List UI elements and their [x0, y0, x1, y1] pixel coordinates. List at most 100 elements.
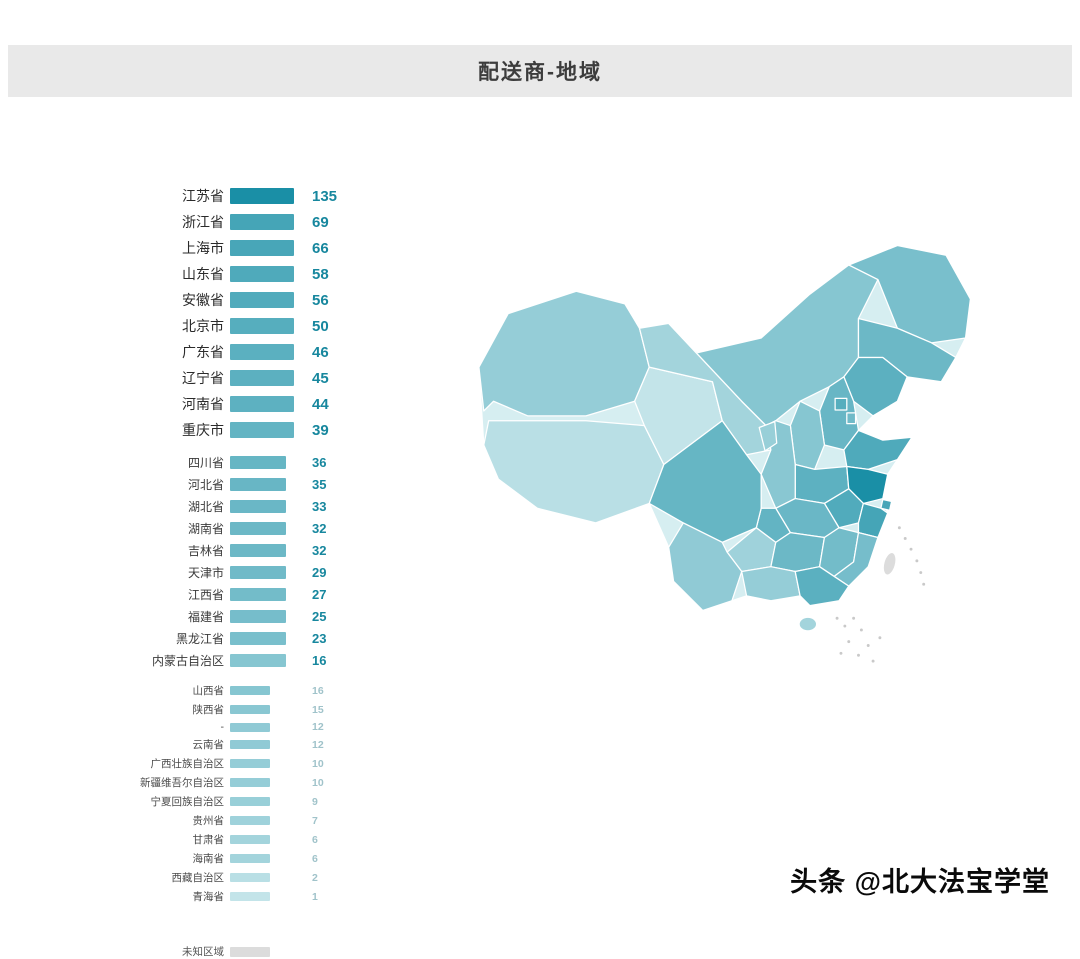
legend-swatch: [230, 318, 294, 334]
legend-swatch: [230, 632, 286, 645]
province-value: 10: [312, 776, 324, 789]
province-label: 天津市: [187, 566, 224, 580]
province-value: 16: [312, 653, 327, 668]
province-label: 上海市: [182, 240, 224, 256]
legend-row: 上海市 66: [124, 238, 454, 258]
province-value: 6: [312, 852, 318, 865]
legend-swatch: [230, 610, 286, 623]
map-region: [834, 397, 848, 411]
province-value: 25: [312, 609, 327, 624]
province-label: 广东省: [182, 344, 224, 360]
map-region: [846, 412, 857, 425]
province-value: 39: [312, 421, 329, 439]
legend-row: 西藏自治区 2: [124, 870, 454, 885]
legend-swatch: [230, 759, 270, 768]
legend-row: 新疆维吾尔自治区 10: [124, 775, 454, 790]
legend-swatch: [230, 292, 294, 308]
legend-row: 广东省 46: [124, 342, 454, 362]
province-label: 浙江省: [182, 214, 224, 230]
province-value: 56: [312, 291, 329, 309]
legend-swatch: [230, 854, 270, 863]
province-value: 66: [312, 239, 329, 257]
watermark: 头条 @北大法宝学堂: [790, 867, 1050, 897]
legend-swatch-unknown: [230, 946, 270, 957]
legend-row: 重庆市 39: [124, 420, 454, 440]
map-region: [758, 421, 778, 452]
legend-swatch: [230, 188, 294, 204]
province-label: 江西省: [187, 588, 224, 602]
province-value: 44: [312, 395, 329, 413]
province-value: 6: [312, 833, 318, 846]
map-region: [478, 290, 650, 417]
map-region: [648, 420, 762, 543]
legend-row: 湖北省 33: [124, 498, 454, 515]
province-label: 海南省: [192, 853, 225, 865]
province-label: 陕西省: [192, 704, 225, 716]
province-value: 2: [312, 871, 318, 884]
legend-row: 河北省 35: [124, 476, 454, 493]
map-region-taiwan: [882, 551, 897, 576]
map-region: [823, 488, 864, 529]
province-label: 宁夏回族自治区: [150, 796, 225, 808]
province-value: 12: [312, 738, 324, 751]
province-label: 河南省: [182, 396, 224, 412]
legend-group-bottom: 山西省 16 陕西省 15-12 云南省 12 广西壮族自治区 10 新疆维吾尔自治区 10 宁夏回…: [124, 683, 454, 904]
legend-swatch: [230, 422, 294, 438]
province-value: 1: [312, 890, 318, 903]
province-value: 15: [312, 703, 324, 716]
legend-swatch: [230, 816, 270, 825]
legend-row: 河南省 44: [124, 394, 454, 414]
island-dots-decoration: [835, 526, 926, 663]
legend-row: 陕西省 15: [124, 702, 454, 717]
province-label: 贵州省: [192, 815, 225, 827]
province-value: 9: [312, 795, 318, 808]
legend-group-top: 江苏省 135 浙江省 69 上海市 66 山东省 58 安徽省 56 北京市 50 广东省 46 辽宁省 4…: [124, 186, 454, 440]
province-value: 35: [312, 477, 327, 492]
map-region: [789, 400, 826, 470]
legend-row: 江西省 27: [124, 586, 454, 603]
legend-row: 天津市 29: [124, 564, 454, 581]
page-title: 配送商-地域: [478, 61, 602, 84]
legend-swatch: [230, 654, 286, 667]
legend: 江苏省 135 浙江省 69 上海市 66 山东省 58 安徽省 56 北京市 50 广东省 46 辽宁省 4…: [124, 186, 454, 959]
legend-row: 青海省 1: [124, 889, 454, 904]
legend-row: 云南省 12: [124, 737, 454, 752]
legend-row: 辽宁省 45: [124, 368, 454, 388]
province-label: 湖北省: [187, 500, 224, 514]
legend-row: 黑龙江省 23: [124, 630, 454, 647]
province-value: 12: [312, 721, 324, 733]
province-label: 内蒙古自治区: [151, 654, 224, 668]
province-value: 45: [312, 369, 329, 387]
province-value: 33: [312, 499, 327, 514]
legend-row: 安徽省 56: [124, 290, 454, 310]
legend-group-middle: 四川省 36 河北省 35 湖北省 33 湖南省 32 吉林省 32 天津市 29 江西省 27 福建省 25…: [124, 454, 454, 669]
province-label: 四川省: [187, 456, 224, 470]
legend-swatch: [230, 686, 270, 695]
province-value: 23: [312, 631, 327, 646]
legend-row: 吉林省 32: [124, 542, 454, 559]
unknown-region-label: 未知区域: [182, 946, 224, 958]
legend-swatch: [230, 240, 294, 256]
province-value: 69: [312, 213, 329, 231]
legend-row: 江苏省 135: [124, 186, 454, 206]
province-label: 甘肃省: [192, 834, 225, 846]
province-value: 7: [312, 814, 318, 827]
map-region: [848, 244, 972, 344]
legend-row: 浙江省 69: [124, 212, 454, 232]
province-label: 广西壮族自治区: [150, 758, 225, 770]
legend-swatch: [230, 266, 294, 282]
legend-swatch: [230, 892, 270, 901]
legend-swatch: [230, 740, 270, 749]
legend-swatch: [230, 522, 286, 535]
legend-row: 贵州省 7: [124, 813, 454, 828]
province-label: 福建省: [187, 610, 224, 624]
province-label: 湖南省: [187, 522, 224, 536]
legend-row: 山东省 58: [124, 264, 454, 284]
province-label: 安徽省: [182, 292, 224, 308]
map-region: [880, 498, 893, 511]
legend-swatch: [230, 566, 286, 579]
legend-swatch: [230, 722, 270, 732]
legend-row: 北京市 50: [124, 316, 454, 336]
china-map-svg: [478, 244, 972, 663]
province-label: 黑龙江省: [175, 632, 224, 646]
